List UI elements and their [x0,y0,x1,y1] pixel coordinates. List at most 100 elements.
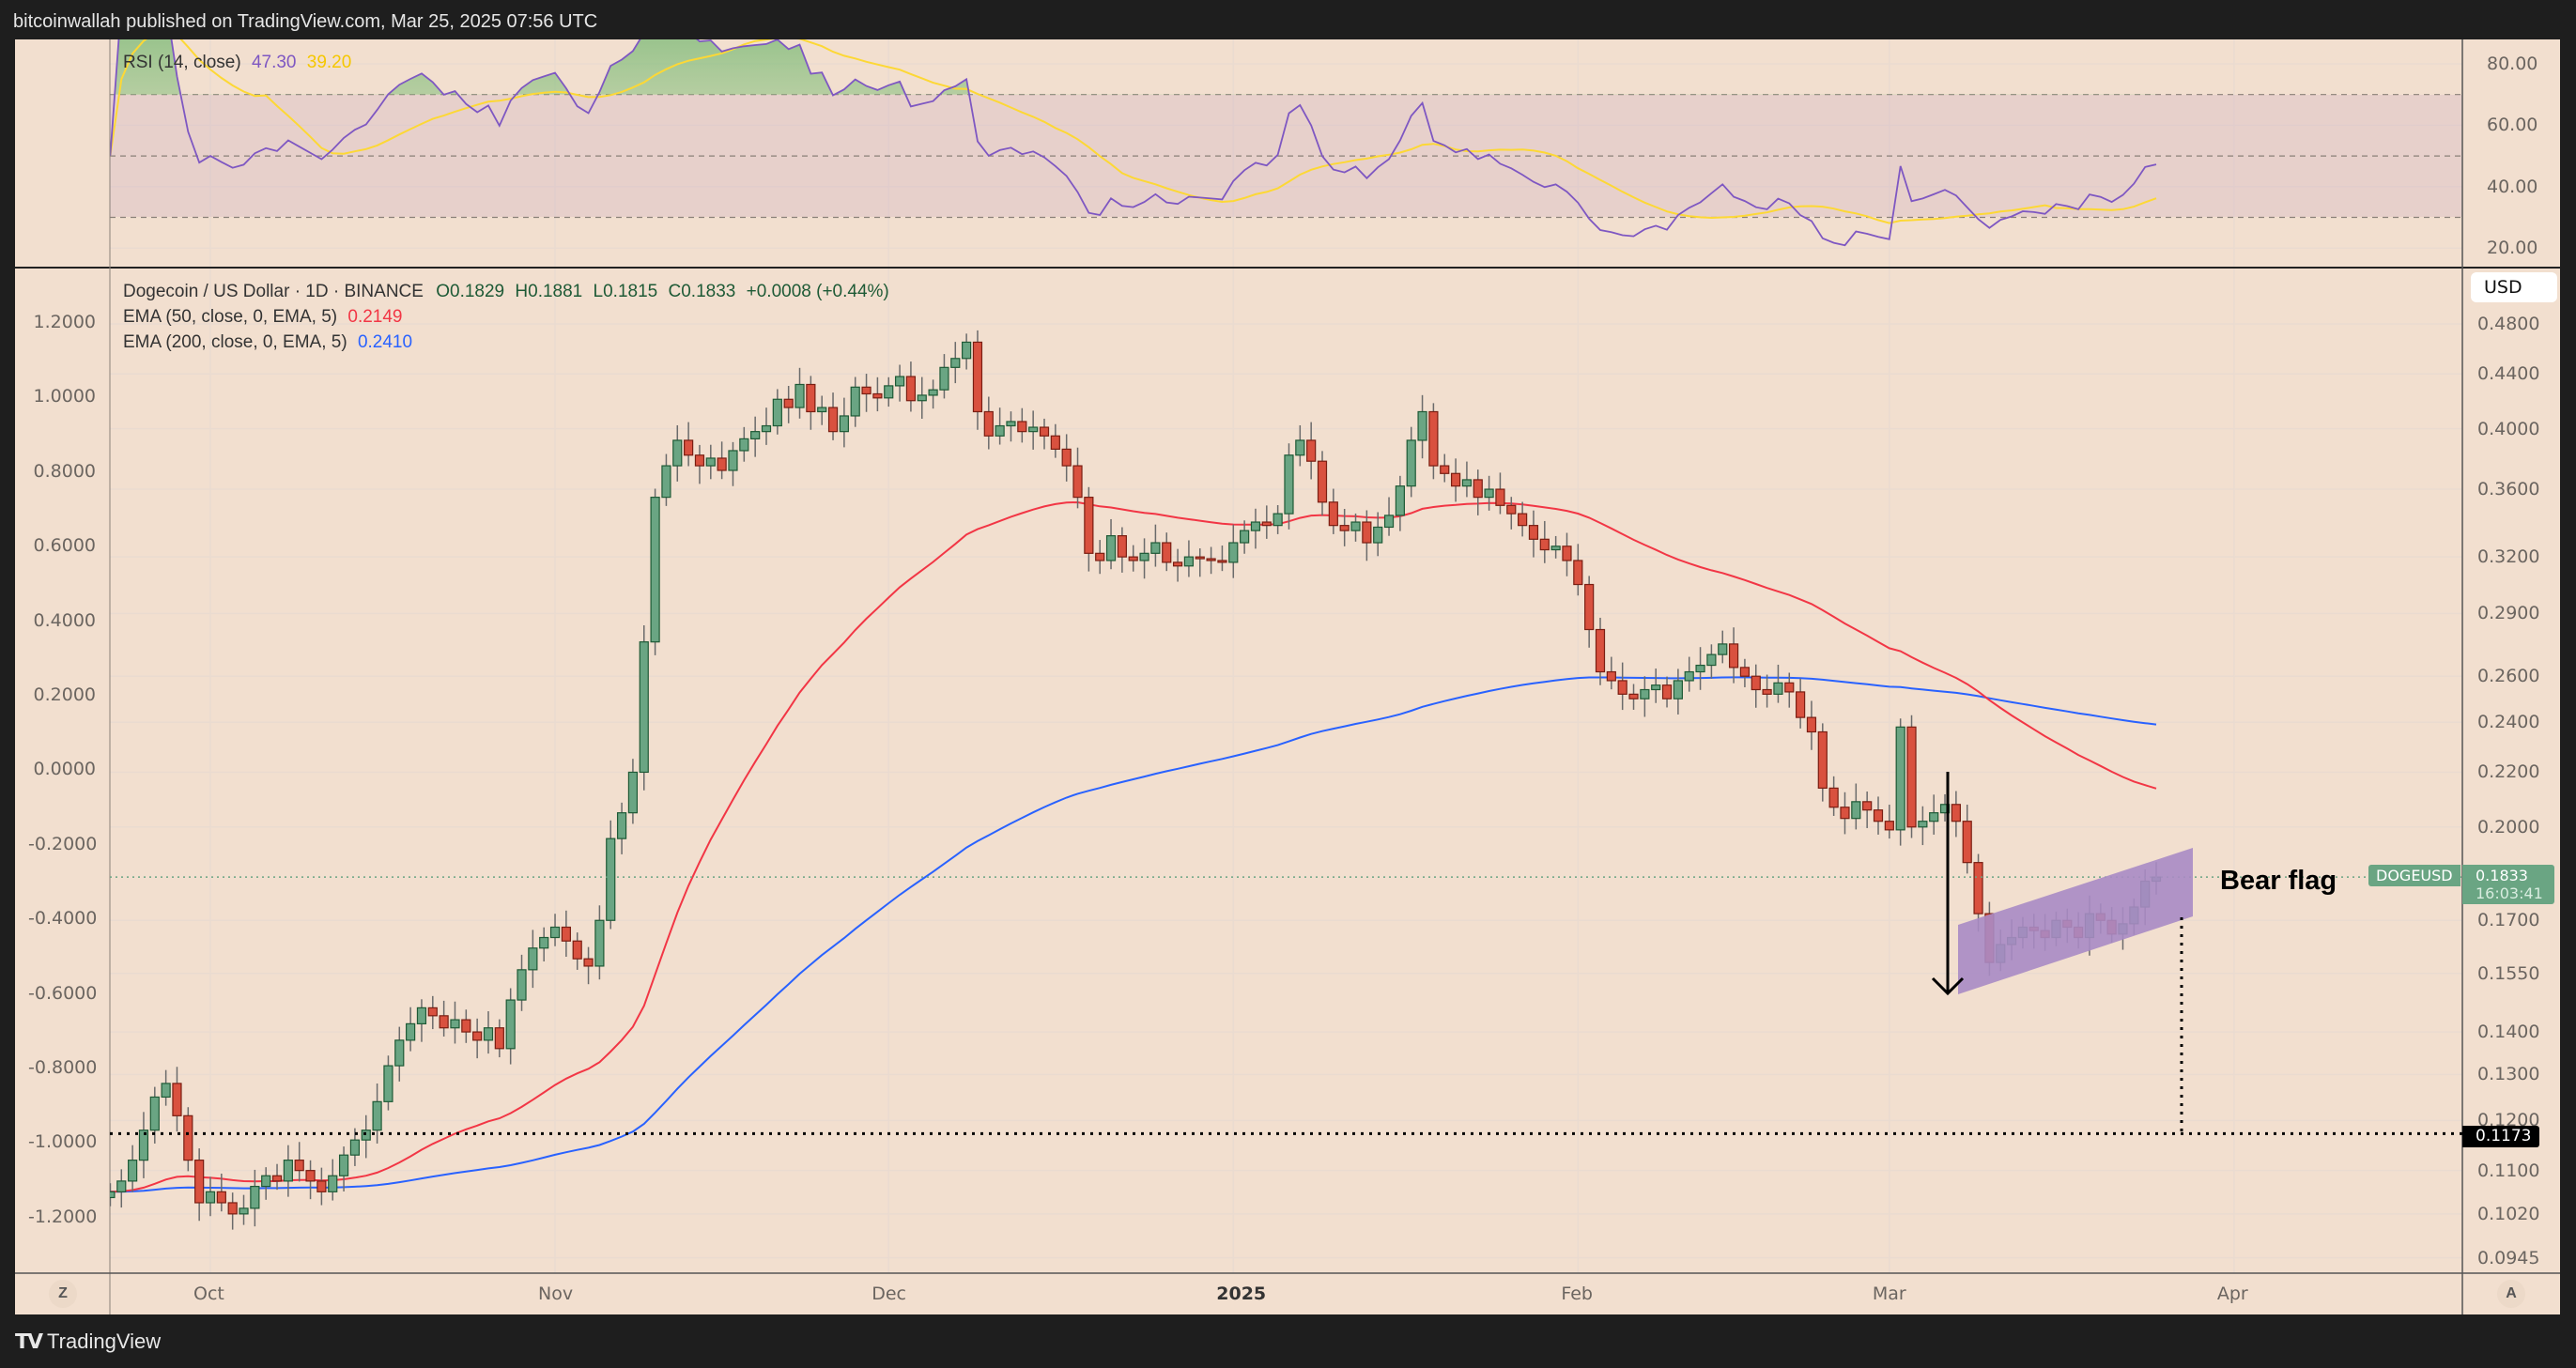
candle-body-down [1050,435,1060,450]
candle [850,377,860,427]
overbought-area [110,39,2156,95]
candle [594,905,605,980]
candle-body-down [316,1180,327,1192]
rsi-axis-label: 80.00 [2487,54,2538,74]
candle [861,374,872,412]
candle-body-down [1873,809,1884,822]
candle-body-up [1895,726,1905,831]
ohlc-high: H0.1881 [515,282,583,301]
candle-body-up [761,424,772,433]
rsi-axis-label: 60.00 [2487,115,2538,136]
candle [1250,508,1261,549]
candle [1339,508,1350,546]
price-axis-label: 0.4000 [2477,418,2540,439]
currency-selector[interactable]: USD [2471,272,2557,302]
candle-body-down [1739,667,1751,677]
candle [1195,548,1205,577]
candle-body-up [672,439,683,467]
rsi-line [110,39,2157,247]
candle-body-up [839,415,849,433]
candle-body-down [905,376,917,402]
candle-body-down [1661,684,1673,699]
price-axis-label: 0.1300 [2477,1064,2540,1085]
candle-body-up [517,969,527,1001]
candle [261,1167,271,1200]
rsi-legend-label: RSI (14, close) [123,53,241,72]
ema50-legend[interactable]: EMA (50, close, 0, EMA, 5) 0.2149 [123,307,403,328]
chart-panel[interactable] [15,39,2560,1314]
time-axis-label-apr: Apr [2216,1283,2248,1304]
price-axis-label: 0.2600 [2477,666,2540,687]
auto-scale-button[interactable]: A [2497,1280,2525,1308]
candle [505,988,516,1065]
candle-body-down [1306,439,1317,462]
symbol-legend[interactable]: Dogecoin / US Dollar · 1D · BINANCE O0.1… [123,282,889,302]
candle-body-down [1362,521,1372,544]
candle-body-up [1350,521,1361,531]
candle [972,330,983,430]
candle-body-down [1428,410,1439,467]
candle-body-down [1518,513,1528,527]
candle [116,1169,127,1208]
candle [1362,510,1372,561]
candle-body-down [1317,460,1328,503]
rsi-legend[interactable]: RSI (14, close) 47.30 39.20 [123,53,351,73]
candle-body-down [1973,862,1983,915]
candle [627,759,639,824]
candle-body-down [1084,497,1094,554]
candle [806,376,816,430]
candle-body-up [1929,812,1939,822]
candle-body-up [406,1022,416,1041]
candle [305,1160,316,1200]
candle [250,1169,260,1227]
candle [149,1086,160,1144]
candle-body-down [1806,716,1817,733]
candle-body-up [1395,485,1405,516]
candle [1261,505,1272,539]
candle [172,1067,182,1132]
candle [1528,510,1539,558]
candle [194,1148,205,1222]
candle [1539,520,1550,563]
price-axis-label: 0.1550 [2477,962,2540,984]
candle-body-down [216,1191,226,1204]
candle-body-up [1484,488,1494,499]
candle [1139,538,1149,579]
symbol-price-tag: DOGEUSD [2368,865,2460,886]
candle [1450,458,1461,502]
candle [1383,497,1395,536]
time-zone-button[interactable]: Z [49,1280,77,1308]
candle-body-down [1261,521,1272,527]
candle-body-up [995,424,1005,437]
candle [549,914,561,946]
ema200-legend[interactable]: EMA (200, close, 0, EMA, 5) 0.2410 [123,332,412,353]
candle-body-up [549,926,561,939]
candle-body-down [1606,670,1616,682]
candle [472,1018,483,1059]
candle [761,407,772,445]
candle-body-up [1695,664,1705,673]
candle-body-down [1440,465,1450,474]
candle-body-up [338,1154,349,1176]
left-axis-label: 0.0000 [33,759,96,780]
candle-body-up [361,1130,371,1141]
candle-body-down [1862,801,1873,811]
footer-brand[interactable]: 𝗧𝗩 TradingView [15,1330,161,1354]
candle-body-up [372,1100,382,1131]
candle [1884,805,1894,839]
candle [1518,501,1528,537]
candle-body-down [294,1160,304,1172]
candle-body-down [194,1160,205,1204]
price-axis-label: 0.2400 [2477,712,2540,733]
candle [1428,403,1439,480]
candle [1006,411,1016,442]
left-axis-label: 0.6000 [33,535,96,557]
candle [361,1114,371,1159]
candle-body-down [861,386,872,395]
candle-body-up [1673,680,1683,699]
candle [1617,662,1627,711]
price-axis-label: 0.1020 [2477,1203,2540,1224]
candle-body-down [227,1202,238,1215]
left-axis-label: -0.4000 [28,908,98,930]
